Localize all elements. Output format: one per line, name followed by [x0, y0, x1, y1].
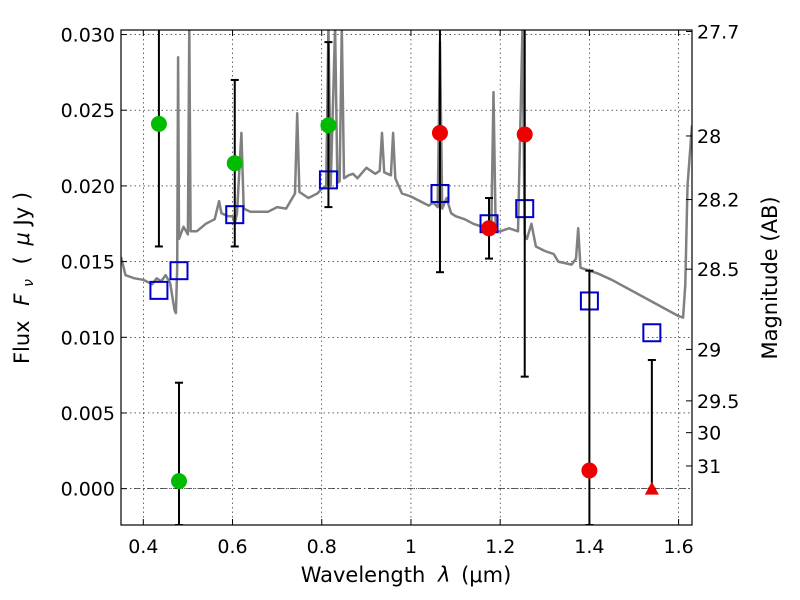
y-axis-label-unit: Jy ): [10, 192, 34, 228]
series-layer: [121, 30, 692, 525]
y-tick-label: 0.000: [61, 479, 115, 501]
x-tick-label: 0.4: [128, 536, 158, 558]
magnitude-tick-label: 29: [697, 339, 721, 361]
x-tick-label: 0.8: [307, 536, 337, 558]
ir-data-point: [581, 462, 598, 479]
magnitude-tick-label: 31: [697, 456, 721, 478]
upper-limit-triangle: [644, 481, 659, 495]
y-tick-label: 0.005: [61, 403, 115, 425]
hst-data-point: [226, 155, 243, 172]
x-axis-label: Wavelength λ (μm): [301, 563, 512, 587]
model-spectrum-line: [121, 30, 692, 319]
x-axis-label-unit: (μm): [461, 563, 511, 587]
y-tick-label: 0.030: [61, 25, 115, 47]
model-photometry-square: [169, 261, 189, 281]
ir-data-point: [481, 220, 498, 237]
x-axis-label-text: Wavelength: [301, 563, 426, 587]
magnitude-tick-label: 28.5: [697, 259, 739, 281]
grid: [121, 30, 692, 525]
y-tick-label: 0.025: [61, 100, 115, 122]
y-axis-label-subscript: ν: [21, 279, 37, 287]
magnitude-tick-label: 28: [697, 126, 721, 148]
plot-frame: [120, 29, 693, 526]
y-axis-label-mu: μ: [10, 232, 34, 246]
hst-data-point: [170, 473, 187, 490]
y-axis-label: Flux F ν ( μ Jy ): [10, 192, 38, 364]
magnitude-tick-label: 29.5: [697, 391, 739, 413]
y-tick-label: 0.010: [61, 327, 115, 349]
y-tick-label: 0.015: [61, 252, 115, 274]
ir-data-point: [516, 126, 533, 143]
magnitude-tick-label: 30: [697, 423, 721, 445]
x-tick-label: 1.6: [664, 536, 694, 558]
hst-data-point: [150, 115, 167, 132]
y-axis-label-flux: Flux: [10, 320, 34, 364]
hst-data-point: [320, 117, 337, 134]
ir-data-point: [431, 124, 448, 141]
x-tick-label: 1.2: [485, 536, 515, 558]
y-axis-label-paren: (: [10, 256, 34, 264]
magnitude-tick-label: 27.7: [697, 22, 739, 44]
x-tick-label: 1: [405, 536, 417, 558]
x-tick-label: 1.4: [574, 536, 604, 558]
x-tick-label: 0.6: [217, 536, 247, 558]
model-photometry-square: [149, 280, 169, 300]
model-photometry-square: [642, 323, 662, 343]
x-axis-label-symbol: λ: [437, 563, 450, 587]
secondary-y-axis-label: Magnitude (AB): [758, 196, 782, 359]
ticks: 0.4 0.6 0.8 1 1.2 1.4 1.6 0.000 0.005 0.010 0.015 0…: [61, 22, 740, 558]
magnitude-tick-label: 28.2: [697, 190, 739, 212]
y-tick-label: 0.020: [61, 176, 115, 198]
y-axis-label-symbol: F: [10, 293, 34, 306]
plot-background: [121, 30, 692, 525]
